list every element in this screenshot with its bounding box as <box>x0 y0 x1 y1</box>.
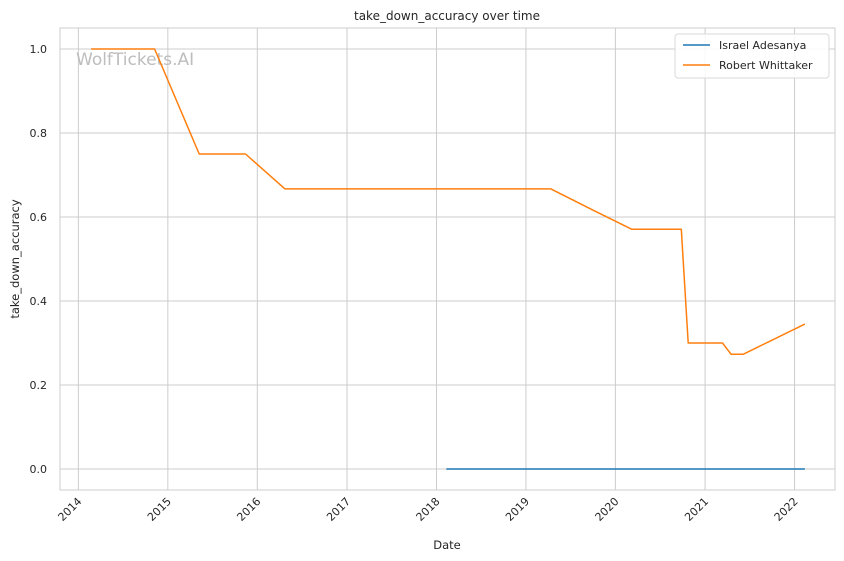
x-tick-label: 2020 <box>593 495 622 524</box>
y-tick-label: 0.6 <box>30 211 48 224</box>
y-tick-label: 0.2 <box>30 379 48 392</box>
legend-box <box>674 33 830 79</box>
x-tick-label: 2021 <box>682 495 711 524</box>
y-tick-label: 0.0 <box>30 463 48 476</box>
y-tick-label: 0.8 <box>30 127 48 140</box>
x-tick-label: 2016 <box>234 495 263 524</box>
chart-title: take_down_accuracy over time <box>354 9 540 23</box>
x-tick-label: 2015 <box>145 495 174 524</box>
x-tick-label: 2017 <box>324 495 353 524</box>
x-tick-label: 2019 <box>503 495 532 524</box>
series-line-robert-whittaker <box>91 48 806 356</box>
legend-label-robert-whittaker: Robert Whittaker <box>719 59 813 72</box>
x-tick-label: 2018 <box>414 495 443 524</box>
watermark-text: WolfTickets.AI <box>76 50 194 70</box>
x-axis-label: Date <box>433 538 461 552</box>
x-tick-label: 2022 <box>772 495 801 524</box>
x-tick-label: 2014 <box>56 495 85 524</box>
series-layer <box>91 48 806 470</box>
y-axis-label: take_down_accuracy <box>8 199 22 318</box>
legend-label-israel-adesanya: Israel Adesanya <box>719 39 806 52</box>
y-tick-label: 0.4 <box>30 295 48 308</box>
grid-layer <box>60 28 835 490</box>
y-tick-label: 1.0 <box>30 43 48 56</box>
plot-frame <box>59 27 836 491</box>
legend: Israel Adesanya Robert Whittaker <box>674 33 830 79</box>
